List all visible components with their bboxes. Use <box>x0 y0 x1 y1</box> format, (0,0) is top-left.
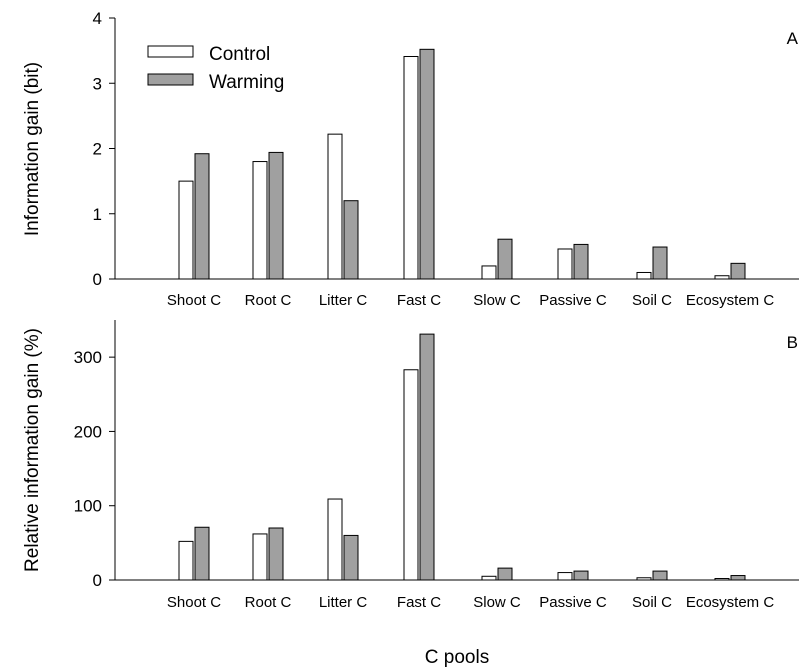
panel-a-category-label: Soil C <box>632 292 672 309</box>
panel-a-y-tick-label: 2 <box>93 140 102 159</box>
legend-warming-label: Warming <box>209 72 284 93</box>
panel-a-bars <box>178 48 746 280</box>
panel-b-bar-control-ecosystem-c <box>714 578 730 581</box>
panel-a-bar-warming-fast-c <box>419 48 435 280</box>
legend-control-label: Control <box>209 44 270 65</box>
panel-b-bars <box>178 333 746 581</box>
panel-a-bar-control-litter-c <box>327 133 343 280</box>
panel-b-bar-warming-slow-c <box>497 567 513 581</box>
panel-b-y-tick-label: 300 <box>74 348 102 367</box>
panel-b-bar-warming-litter-c <box>343 534 359 581</box>
panel-b-category-label: Ecosystem C <box>686 594 775 611</box>
panel-a-category-label: Passive C <box>539 292 607 309</box>
panel-a-bar-control-slow-c <box>481 265 497 280</box>
panel-a-bar-control-passive-c <box>557 248 573 280</box>
legend-control-swatch <box>147 45 194 58</box>
panel-b-y-axis-label: Relative information gain (%) <box>22 328 43 572</box>
panel-b-bar-control-soil-c <box>636 577 652 581</box>
panel-a-bar-control-fast-c <box>403 55 419 280</box>
panel-b-bar-warming-passive-c <box>573 570 589 581</box>
panel-b-category-label: Root C <box>245 594 292 611</box>
panel-a-category-label: Fast C <box>397 292 441 309</box>
panel-b-bar-control-passive-c <box>557 572 573 581</box>
panel-a-bar-warming-litter-c <box>343 200 359 280</box>
legend: Control Warming <box>147 44 284 93</box>
panel-a-bar-warming-passive-c <box>573 243 589 280</box>
panel-a-label: A <box>787 29 799 48</box>
panel-a-bar-warming-ecosystem-c <box>730 262 746 280</box>
panel-b-bar-control-shoot-c <box>178 540 194 581</box>
panel-b: Relative information gain (%) B 0 100 200 3… <box>22 320 799 611</box>
panel-a-y-axis-label: Information gain (bit) <box>22 62 43 236</box>
panel-b-bar-warming-fast-c <box>419 333 435 581</box>
panel-b-category-label: Passive C <box>539 594 607 611</box>
panel-a-category-labels: Shoot C Root C Litter C Fast C Slow C Passive… <box>167 292 774 309</box>
panel-a: Information gain (bit) A 0 1 2 3 4 Shoot C Ro… <box>22 9 799 309</box>
panel-b-y-tick-label: 0 <box>93 571 102 590</box>
panel-a-y-tick-label: 3 <box>93 74 102 93</box>
panel-a-bar-warming-shoot-c <box>194 153 210 280</box>
panel-a-category-label: Slow C <box>473 292 521 309</box>
panel-b-bar-warming-shoot-c <box>194 526 210 581</box>
panel-a-bar-control-ecosystem-c <box>714 275 730 280</box>
panel-a-y-ticks: 0 1 2 3 4 <box>93 9 115 289</box>
panel-a-bar-warming-slow-c <box>497 238 513 280</box>
panel-a-bar-control-soil-c <box>636 271 652 280</box>
panel-b-category-label: Soil C <box>632 594 672 611</box>
panel-b-bar-control-root-c <box>252 533 268 581</box>
panel-b-category-labels: Shoot C Root C Litter C Fast C Slow C Passive… <box>167 594 774 611</box>
panel-a-y-tick-label: 4 <box>93 9 102 28</box>
panel-a-category-label: Litter C <box>319 292 368 309</box>
panel-b-bar-control-litter-c <box>327 498 343 581</box>
panel-a-category-label: Shoot C <box>167 292 221 309</box>
panel-b-bar-warming-ecosystem-c <box>730 575 746 581</box>
panel-a-bar-control-shoot-c <box>178 180 194 280</box>
panel-b-y-tick-label: 200 <box>74 422 102 441</box>
panel-a-bar-warming-soil-c <box>652 246 668 280</box>
panel-a-y-tick-label: 1 <box>93 205 102 224</box>
panel-b-label: B <box>787 333 798 352</box>
legend-warming-swatch <box>147 73 194 86</box>
panel-b-y-tick-label: 100 <box>74 497 102 516</box>
panel-a-category-label: Ecosystem C <box>686 292 775 309</box>
panel-a-category-label: Root C <box>245 292 292 309</box>
panel-b-category-label: Slow C <box>473 594 521 611</box>
x-axis-label: C pools <box>425 647 489 668</box>
panel-b-bar-warming-soil-c <box>652 570 668 581</box>
panel-b-category-label: Fast C <box>397 594 441 611</box>
panel-a-bar-control-root-c <box>252 161 268 280</box>
panel-a-y-tick-label: 0 <box>93 270 102 289</box>
panel-b-category-label: Litter C <box>319 594 368 611</box>
panel-b-bar-warming-root-c <box>268 527 284 581</box>
panel-b-category-label: Shoot C <box>167 594 221 611</box>
panel-b-bar-control-slow-c <box>481 575 497 581</box>
panel-b-bar-control-fast-c <box>403 369 419 581</box>
panel-b-y-ticks: 0 100 200 300 <box>74 348 115 590</box>
panel-a-bar-warming-root-c <box>268 151 284 280</box>
